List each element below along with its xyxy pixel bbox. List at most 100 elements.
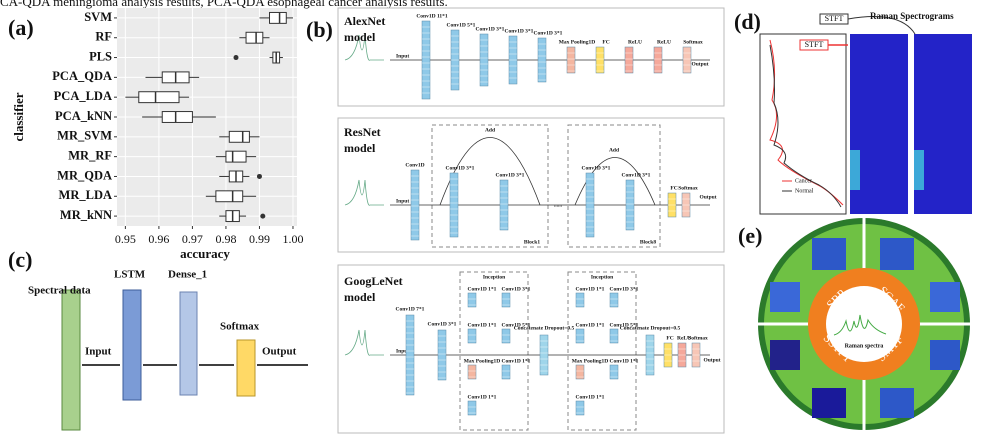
layer-label: Conv1D 1*1 (576, 322, 605, 328)
box (270, 12, 287, 23)
layer-label: Conv1D 1*1 (610, 358, 639, 364)
model-title: AlexNet (344, 14, 385, 28)
spectral-data-block (62, 290, 80, 430)
panel-label: (b) (306, 17, 333, 42)
layer-block (683, 47, 691, 73)
outlier (260, 214, 265, 219)
layer-label: Output (691, 61, 708, 67)
matrix-image (770, 340, 800, 370)
layer-label: FC (666, 335, 673, 341)
y-tick-label: MR_LDA (59, 188, 112, 202)
y-axis-label: classifier (11, 92, 26, 141)
softmax-block (237, 340, 255, 396)
matrix-image (770, 282, 800, 312)
box (162, 112, 192, 123)
layer-label: Output (703, 357, 720, 363)
layer-label: Conv1D 3*1 (502, 286, 531, 292)
label: Input (85, 346, 112, 358)
layer-block (654, 47, 662, 73)
label: STFT (825, 14, 844, 23)
layer-label: Max Pooling1D (464, 358, 501, 364)
layer-label: Conv1D 7*1 (396, 306, 425, 312)
layer-label: Conv1D 3*1 (534, 30, 563, 36)
y-tick-label: MR_kNN (60, 208, 112, 222)
outlier (233, 55, 238, 60)
layer-label: Softmax (688, 335, 708, 341)
y-tick-label: MR_SVM (57, 129, 112, 143)
lstm-block (123, 290, 141, 400)
model-title: model (344, 290, 376, 304)
x-tick-label: 1.00 (282, 232, 303, 246)
label: Dense_1 (168, 269, 207, 281)
label: STFT (805, 40, 824, 49)
y-tick-label: RF (95, 30, 112, 44)
layer-label: Max Pooling1D (559, 39, 596, 45)
y-tick-label: PLS (89, 49, 112, 63)
resnet-frame (338, 118, 724, 252)
panel-label: (a) (8, 15, 34, 40)
layer-block (411, 170, 419, 240)
layer-label: Concatenate Dropout=0.5 (514, 325, 575, 331)
y-tick-label: MR_QDA (57, 168, 112, 182)
layer-label: Conv1D 1*1 (502, 358, 531, 364)
layer-block (438, 330, 446, 380)
label: Raman spectra (845, 343, 884, 349)
x-tick-label: 0.99 (249, 232, 270, 246)
layer-block (586, 173, 594, 237)
layer-label: Input (396, 198, 409, 204)
spectrum-icon (345, 180, 384, 205)
label: LSTM (114, 269, 146, 281)
layer-label: Conv1D 3*1 (582, 165, 611, 171)
layer-label: Add (609, 147, 619, 153)
layer-label: ReLU (657, 39, 671, 45)
layer-label: Conv1D 3*1 (428, 321, 457, 327)
panel-label: (d) (734, 9, 761, 34)
layer-label: Conv1D (405, 162, 424, 168)
spectrum-icon (345, 330, 384, 355)
layer-label: Conv1D 5*1 (447, 22, 476, 28)
panel-label: (e) (738, 223, 762, 248)
y-tick-label: PCA_kNN (55, 109, 112, 123)
layer-block (626, 180, 634, 230)
spectrogram-streak (914, 150, 924, 190)
x-tick-label: 0.95 (115, 232, 136, 246)
layer-label: Inception (483, 274, 505, 280)
layer-label: Conv1D 3*1 (476, 26, 505, 32)
layer-label: Conv1D 1*1 (576, 286, 605, 292)
layer-block (450, 173, 458, 237)
dense-block (180, 292, 197, 395)
y-tick-label: MR_RF (68, 149, 112, 163)
box (216, 191, 243, 202)
layer-block (538, 38, 546, 82)
layer-block (480, 34, 488, 86)
layer-label: FC (602, 39, 609, 45)
layer-label: Softmax (683, 39, 703, 45)
box (139, 92, 179, 103)
layer-block (596, 47, 604, 73)
outlier (257, 174, 262, 179)
layer-label: FC (670, 185, 677, 191)
layer-label: Inception (591, 274, 613, 280)
model-title: model (344, 30, 376, 44)
layer-label: ReLU (628, 39, 642, 45)
layer-label: Block1 (524, 239, 540, 245)
spectrogram-streak (850, 150, 860, 190)
x-tick-label: 0.96 (148, 232, 169, 246)
layer-label: Conv1D 1*1 (576, 394, 605, 400)
matrix-image (930, 340, 960, 370)
matrix-image (930, 282, 960, 312)
layer-label: Input (396, 53, 409, 59)
layer-label: Conv1D 3*1 (610, 286, 639, 292)
label: Output (262, 346, 297, 358)
layer-block (567, 47, 575, 73)
y-tick-label: PCA_LDA (54, 89, 112, 103)
layer-block (422, 21, 430, 99)
model-title: model (344, 141, 376, 155)
label: Spectral data (28, 285, 91, 297)
layer-label: Softmax (678, 185, 698, 191)
layer-label: Add (485, 127, 495, 133)
y-tick-label: SVM (84, 10, 112, 24)
layer-label: Conv1D 3*1 (446, 165, 475, 171)
y-tick-label: PCA_QDA (52, 69, 112, 83)
figure: CA-QDA meningioma analysis results, PCA-… (0, 0, 983, 436)
